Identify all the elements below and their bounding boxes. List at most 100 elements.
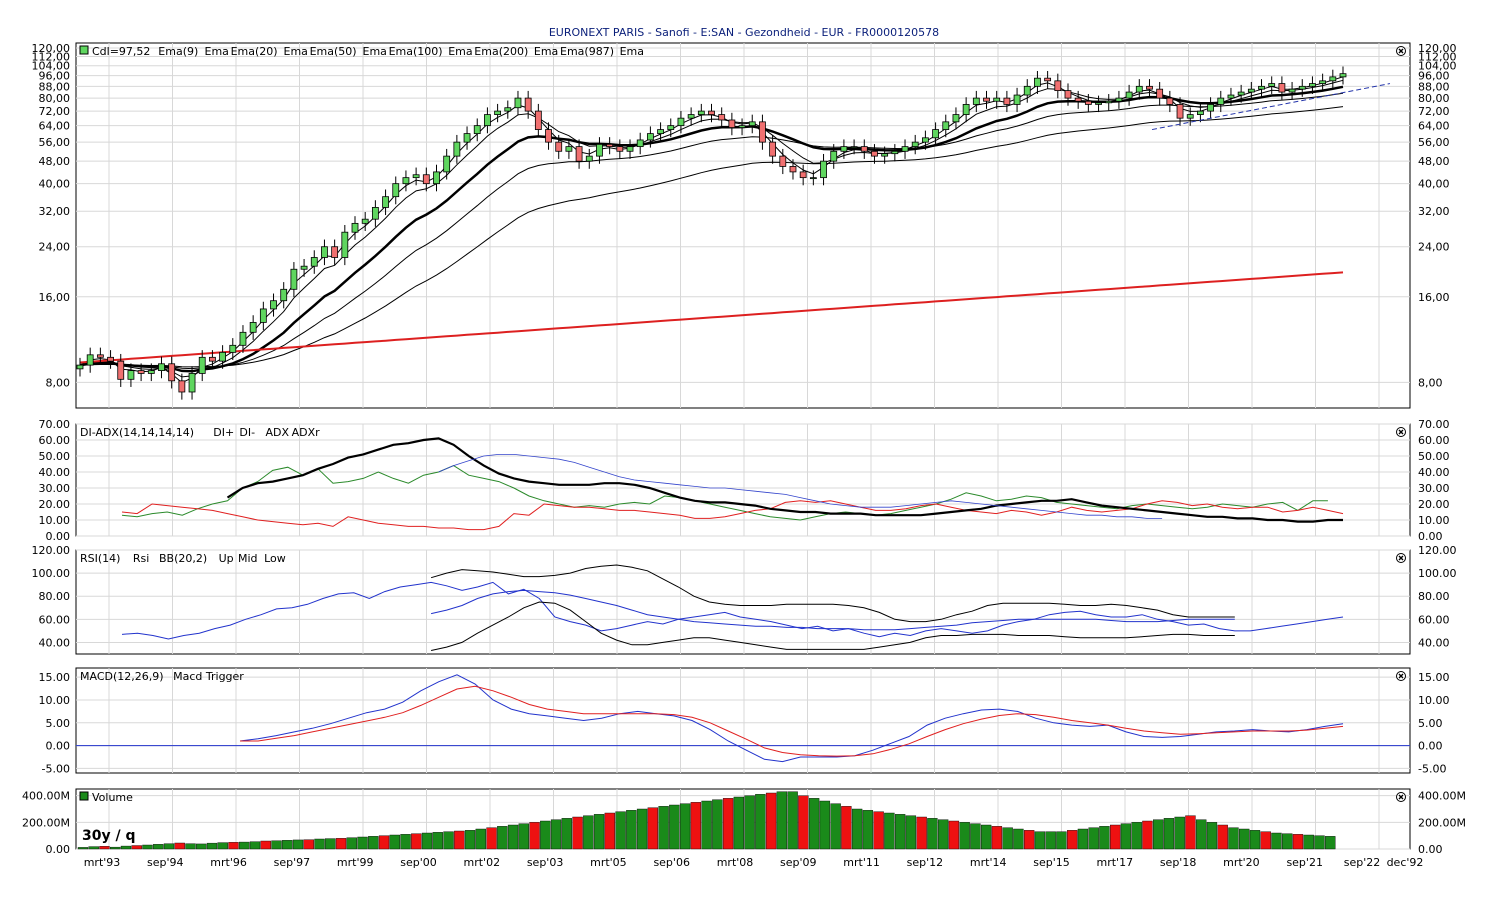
- legend-label: Ema(20): [231, 45, 278, 58]
- y-tick-right: 0.00: [1418, 740, 1443, 753]
- candle-up: [850, 146, 858, 149]
- candle-up: [1217, 97, 1225, 105]
- legend-label: DI+: [213, 426, 234, 439]
- close-icon-cross: [1398, 673, 1404, 679]
- candle-down: [545, 129, 552, 143]
- candle-up: [1115, 97, 1123, 102]
- volume-bar: [980, 824, 992, 850]
- candle-up: [677, 117, 685, 127]
- y-tick-right: 100.00: [1418, 567, 1457, 580]
- close-icon[interactable]: [1396, 671, 1406, 681]
- legend-label: ADX: [266, 426, 290, 439]
- legend-label: Ema: [284, 45, 308, 58]
- candle-up: [748, 121, 756, 127]
- y-tick-left: 40,00: [39, 178, 71, 191]
- volume-bar: [346, 837, 357, 850]
- candle-up: [646, 133, 654, 141]
- volume-bar: [948, 820, 960, 850]
- y-tick-right: 80.00: [1418, 590, 1450, 603]
- volume-bar: [776, 791, 788, 850]
- y-tick-left: 0.00: [46, 530, 71, 543]
- y-tick-right: 40.00: [1418, 636, 1450, 649]
- y-tick-left: 8,00: [46, 376, 71, 389]
- volume-bar: [873, 811, 884, 850]
- legend-label: Cdl=97,52: [92, 45, 150, 58]
- volume-bar: [615, 811, 626, 850]
- y-tick-right: 60.00: [1418, 434, 1450, 447]
- y-tick-left: 96,00: [39, 70, 71, 83]
- candle-up: [636, 139, 644, 148]
- volume-bar: [217, 842, 228, 850]
- volume-bar: [1034, 831, 1046, 850]
- candle-up: [392, 183, 400, 198]
- candle-up: [1034, 77, 1041, 87]
- panel-frame: [75, 667, 1411, 774]
- close-icon[interactable]: [1396, 553, 1406, 563]
- candle-down: [1084, 100, 1092, 105]
- volume-bar: [174, 842, 185, 850]
- volume-bar: [540, 820, 551, 850]
- ema-line: [79, 92, 1344, 370]
- series-line-di: [121, 500, 1344, 531]
- y-tick-left: 10.00: [39, 694, 71, 707]
- series-line-mid: [430, 589, 1235, 631]
- y-tick-right: 64,00: [1418, 120, 1450, 133]
- volume-bar: [970, 823, 981, 850]
- candle-down: [1166, 97, 1174, 105]
- candle-up: [484, 114, 491, 127]
- volume-bar: [1131, 822, 1142, 850]
- volume-bar: [249, 841, 261, 850]
- volume-bar: [626, 810, 637, 850]
- volume-bar: [368, 836, 379, 850]
- legend-label: Trigger: [205, 670, 244, 683]
- x-tick-label: mrt'14: [970, 856, 1007, 869]
- ema-line: [79, 106, 1344, 368]
- candle-down: [331, 246, 339, 258]
- volume-bar: [443, 831, 454, 850]
- y-tick-left: 0.00: [46, 740, 71, 753]
- candle-down: [1074, 97, 1082, 102]
- volume-bar: [153, 844, 164, 850]
- candle-up: [891, 150, 899, 155]
- x-tick-label: sep'97: [274, 856, 311, 869]
- volume-bar: [497, 826, 508, 850]
- y-tick-left: 16,00: [39, 291, 71, 304]
- candle-down: [871, 150, 878, 157]
- x-tick-label: mrt'02: [464, 856, 501, 869]
- volume-bar: [260, 840, 271, 850]
- volume-bar: [1239, 828, 1250, 850]
- y-tick-right: 40.00: [1418, 466, 1450, 479]
- volume-bar: [712, 799, 723, 850]
- candle-down: [1064, 90, 1072, 99]
- close-icon[interactable]: [1396, 46, 1406, 56]
- candle-down: [799, 171, 807, 179]
- close-icon[interactable]: [1396, 427, 1406, 437]
- y-tick-left: 120.00: [32, 544, 71, 557]
- y-tick-right: 48,00: [1418, 155, 1450, 168]
- y-tick-right: 120.00: [1418, 544, 1457, 557]
- volume-bar: [819, 800, 831, 850]
- candle-up: [1095, 102, 1102, 105]
- candle-up: [76, 364, 84, 370]
- close-icon[interactable]: [1396, 792, 1406, 802]
- candle-down: [575, 146, 583, 162]
- candle-up: [993, 97, 1001, 102]
- volume-bar: [991, 826, 1003, 850]
- volume-bar: [110, 846, 121, 850]
- y-tick-right: 88,00: [1418, 80, 1450, 93]
- volume-bar: [131, 845, 142, 850]
- legend-label: DI-ADX(14,14,14,14): [80, 426, 194, 439]
- volume-bar: [196, 843, 207, 850]
- candle-up: [932, 129, 939, 139]
- candle-up: [911, 141, 919, 148]
- volume-bar: [1314, 835, 1325, 850]
- x-tick-label: sep'03: [527, 856, 564, 869]
- volume-bar: [669, 804, 680, 850]
- series-line-up: [430, 564, 1235, 623]
- volume-bar: [303, 839, 314, 850]
- y-tick-right: 96,00: [1418, 70, 1450, 83]
- candle-down: [606, 143, 614, 148]
- legend-label: Ema(100): [389, 45, 443, 58]
- candle-up: [972, 97, 980, 105]
